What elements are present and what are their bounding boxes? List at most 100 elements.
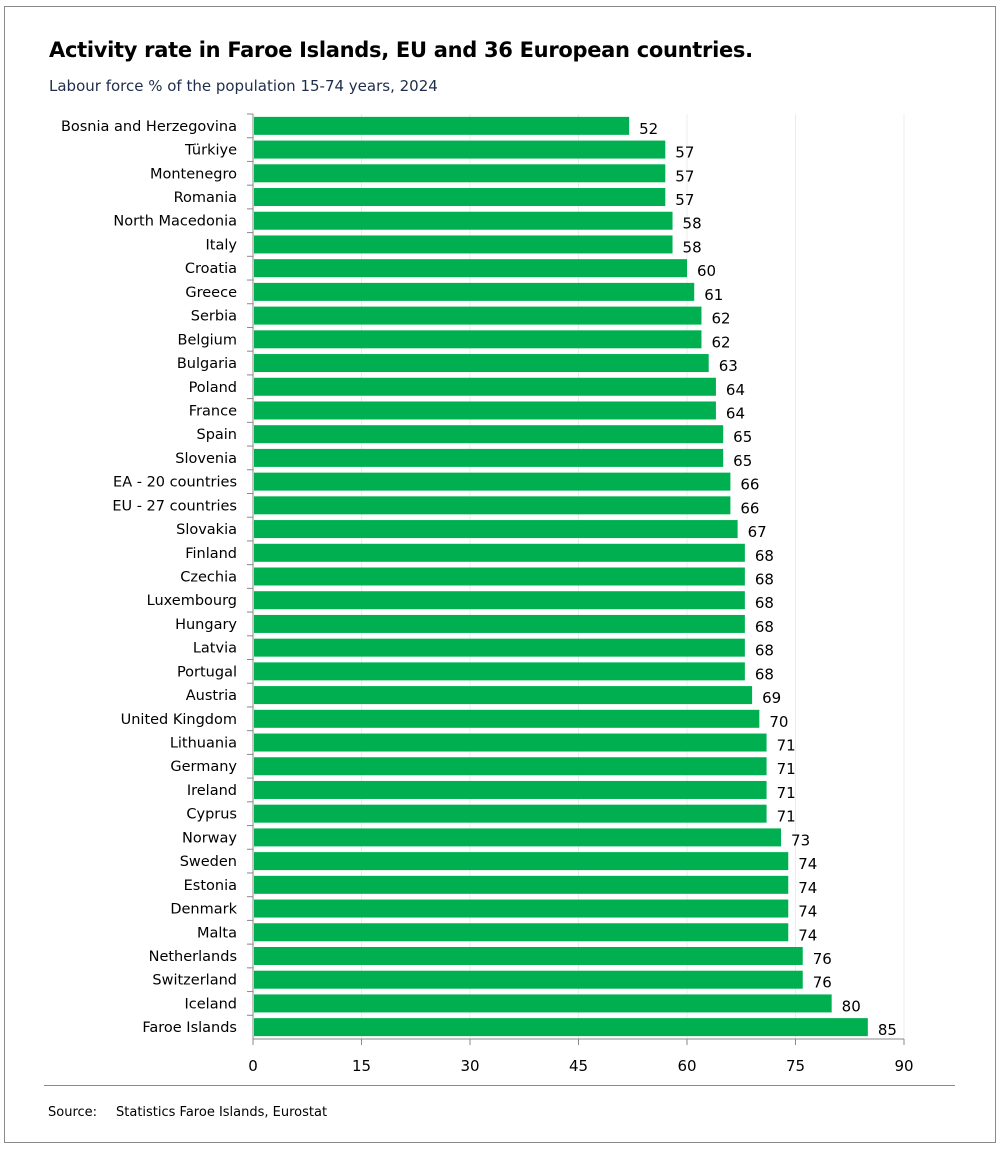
data-label: 74 bbox=[798, 926, 817, 944]
bar bbox=[254, 875, 789, 894]
category-label: Bulgaria bbox=[177, 356, 237, 372]
bar bbox=[254, 733, 767, 752]
chart-title: Activity rate in Faroe Islands, EU and 3… bbox=[49, 38, 753, 62]
bar bbox=[254, 211, 673, 230]
chart-frame bbox=[4, 6, 996, 1143]
category-label: Iceland bbox=[185, 996, 237, 1012]
category-label: Malta bbox=[197, 925, 237, 941]
bar bbox=[254, 780, 767, 799]
data-label: 71 bbox=[777, 737, 796, 755]
data-label: 71 bbox=[777, 760, 796, 778]
data-label: 66 bbox=[740, 476, 759, 494]
data-label: 62 bbox=[711, 333, 730, 351]
category-label: Switzerland bbox=[152, 973, 237, 989]
data-label: 60 bbox=[697, 262, 716, 280]
data-label: 74 bbox=[798, 879, 817, 897]
data-label: 76 bbox=[813, 974, 832, 992]
bar bbox=[254, 235, 673, 254]
category-label: Norway bbox=[182, 830, 237, 846]
bar bbox=[254, 614, 745, 633]
bar bbox=[254, 496, 731, 515]
bar bbox=[254, 852, 789, 871]
category-label: Romania bbox=[174, 190, 237, 206]
category-label: Slovenia bbox=[175, 451, 237, 467]
x-tick-label: 30 bbox=[460, 1057, 479, 1075]
category-label: France bbox=[189, 403, 237, 419]
data-label: 62 bbox=[711, 310, 730, 328]
data-label: 64 bbox=[726, 381, 745, 399]
data-label: 68 bbox=[755, 665, 774, 683]
category-label: EA - 20 countries bbox=[113, 475, 237, 491]
bar bbox=[254, 709, 760, 728]
category-label: Lithuania bbox=[170, 736, 237, 752]
source-divider bbox=[44, 1085, 955, 1086]
category-label: Hungary bbox=[175, 617, 237, 633]
bar bbox=[254, 923, 789, 942]
data-label: 68 bbox=[755, 571, 774, 589]
category-label: Serbia bbox=[191, 309, 237, 325]
bar bbox=[254, 591, 745, 610]
data-label: 68 bbox=[755, 547, 774, 565]
data-label: 76 bbox=[813, 950, 832, 968]
bar bbox=[254, 354, 709, 373]
bar bbox=[254, 306, 702, 325]
bar bbox=[254, 567, 745, 586]
category-label: Netherlands bbox=[149, 949, 237, 965]
category-label: Luxembourg bbox=[147, 593, 237, 609]
x-tick-label: 90 bbox=[894, 1057, 913, 1075]
bar bbox=[254, 330, 702, 349]
category-label: Denmark bbox=[170, 902, 237, 918]
category-label: Germany bbox=[170, 759, 237, 775]
bar-chart: 0 15 30 45 60 75 90 Bosnia and Herzegovina 52 Tür… bbox=[61, 113, 914, 1075]
bar bbox=[254, 164, 666, 183]
data-label: 68 bbox=[755, 594, 774, 612]
data-label: 85 bbox=[878, 1021, 897, 1039]
data-label: 58 bbox=[683, 215, 702, 233]
category-label: Estonia bbox=[184, 878, 237, 894]
category-label: Spain bbox=[196, 427, 237, 443]
bar bbox=[254, 946, 803, 965]
bar bbox=[254, 828, 782, 847]
bar bbox=[254, 116, 630, 135]
category-label: Belgium bbox=[178, 332, 237, 348]
bar bbox=[254, 970, 803, 989]
category-label: Croatia bbox=[185, 261, 237, 277]
category-label: Faroe Islands bbox=[142, 1020, 237, 1036]
bar bbox=[254, 188, 666, 207]
category-label: Poland bbox=[189, 380, 237, 396]
category-label: Italy bbox=[206, 237, 238, 253]
data-label: 57 bbox=[675, 144, 694, 162]
data-label: 66 bbox=[740, 499, 759, 517]
bar bbox=[254, 899, 789, 918]
data-label: 65 bbox=[733, 428, 752, 446]
data-label: 73 bbox=[791, 831, 810, 849]
bar bbox=[254, 520, 738, 539]
data-label: 69 bbox=[762, 689, 781, 707]
data-label: 61 bbox=[704, 286, 723, 304]
data-label: 65 bbox=[733, 452, 752, 470]
data-label: 71 bbox=[777, 808, 796, 826]
bar bbox=[254, 401, 716, 420]
bar bbox=[254, 377, 716, 396]
data-label: 74 bbox=[798, 903, 817, 921]
x-tick-label: 45 bbox=[569, 1057, 588, 1075]
category-label: Montenegro bbox=[150, 166, 237, 182]
x-tick-label: 15 bbox=[352, 1057, 371, 1075]
category-label: Czechia bbox=[180, 570, 237, 586]
bar bbox=[254, 425, 724, 444]
data-label: 68 bbox=[755, 618, 774, 636]
data-label: 74 bbox=[798, 855, 817, 873]
category-label: Bosnia and Herzegovina bbox=[61, 119, 237, 135]
data-label: 67 bbox=[748, 523, 767, 541]
bar bbox=[254, 804, 767, 823]
category-label: United Kingdom bbox=[121, 712, 237, 728]
bar bbox=[254, 994, 832, 1013]
source-text: Statistics Faroe Islands, Eurostat bbox=[116, 1105, 328, 1120]
bar bbox=[254, 757, 767, 776]
category-label: Austria bbox=[186, 688, 237, 704]
bar bbox=[254, 638, 745, 657]
x-tick-label: 75 bbox=[786, 1057, 805, 1075]
bar bbox=[254, 662, 745, 681]
category-label: Sweden bbox=[180, 854, 237, 870]
bar bbox=[254, 1018, 868, 1037]
